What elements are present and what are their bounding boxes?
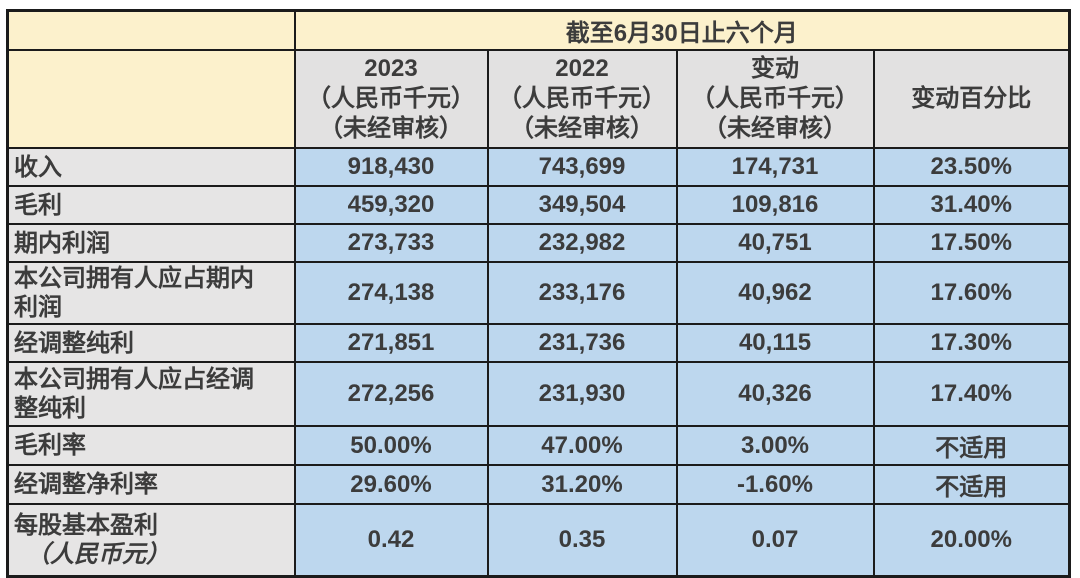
data-cell: 不适用 [872, 425, 1071, 466]
data-cell: 31.40% [872, 185, 1071, 225]
table-row-adjusted-net-margin: 经调整净利率 29.60% 31.20% -1.60% 不适用 [6, 464, 1071, 505]
data-cell: 459,320 [293, 185, 489, 225]
row-label: 毛利率 [6, 425, 296, 466]
column-header-line: 2022 [555, 55, 609, 82]
data-cell: 0.42 [293, 503, 489, 578]
data-cell: 273,733 [293, 223, 489, 263]
row-label: 毛利 [6, 185, 296, 225]
column-header-2023: 2023 （人民币千元） （未经审核） [293, 49, 489, 149]
row-label-note: （人民币元） [26, 541, 170, 568]
column-header-line: （未经审核） [703, 115, 847, 142]
row-label: 收入 [6, 147, 296, 187]
table-row-profit-for-period: 期内利润 273,733 232,982 40,751 17.50% [6, 223, 1071, 263]
data-cell: 17.60% [872, 261, 1071, 325]
row-label: 经调整净利率 [6, 464, 296, 505]
data-cell: 17.50% [872, 223, 1071, 263]
table-row-gross-profit: 毛利 459,320 349,504 109,816 31.40% [6, 185, 1071, 225]
data-cell: 50.00% [293, 425, 489, 466]
row-label: 本公司拥有人应占经调整纯利 [6, 361, 296, 427]
data-cell: 174,731 [675, 147, 875, 187]
data-cell: 233,176 [486, 261, 678, 325]
row-label-main: 每股基本盈利 [14, 512, 158, 539]
data-cell: 271,851 [293, 323, 489, 363]
column-header-line: 变动百分比 [911, 85, 1032, 112]
data-cell: 232,982 [486, 223, 678, 263]
row-label: 本公司拥有人应占期内利润 [6, 261, 296, 325]
table-row-gross-margin: 毛利率 50.00% 47.00% 3.00% 不适用 [6, 425, 1071, 466]
column-header-change: 变动 （人民币千元） （未经审核） [675, 49, 875, 149]
financial-results-table: 截至6月30日止六个月 2023 （人民币千元） （未经审核） 2022 （人民… [6, 9, 1071, 578]
data-cell: 40,962 [675, 261, 875, 325]
table-row-adjusted-net-profit-attributable-owners: 本公司拥有人应占经调整纯利 272,256 231,930 40,326 17.… [6, 361, 1071, 427]
table-row-revenue: 收入 918,430 743,699 174,731 23.50% [6, 147, 1071, 187]
row-label: 每股基本盈利 （人民币元） [6, 503, 296, 578]
period-header-row: 截至6月30日止六个月 [6, 9, 1071, 51]
data-cell: -1.60% [675, 464, 875, 505]
data-cell: 40,751 [675, 223, 875, 263]
column-header-line: （未经审核） [319, 115, 463, 142]
data-cell: 17.30% [872, 323, 1071, 363]
data-cell: 31.20% [486, 464, 678, 505]
data-cell: 231,930 [486, 361, 678, 427]
corner-empty-cell-2 [6, 49, 296, 149]
table-row-basic-eps: 每股基本盈利 （人民币元） 0.42 0.35 0.07 20.00% [6, 503, 1071, 578]
data-cell: 743,699 [486, 147, 678, 187]
row-label: 期内利润 [6, 223, 296, 263]
data-cell: 20.00% [872, 503, 1071, 578]
data-cell: 0.35 [486, 503, 678, 578]
table-row-adjusted-net-profit: 经调整纯利 271,851 231,736 40,115 17.30% [6, 323, 1071, 363]
column-header-line: 变动 [751, 55, 799, 82]
table-row-profit-attributable-owners: 本公司拥有人应占期内利润 274,138 233,176 40,962 17.6… [6, 261, 1071, 325]
data-cell: 3.00% [675, 425, 875, 466]
period-header-cell: 截至6月30日止六个月 [293, 9, 1071, 51]
data-cell: 0.07 [675, 503, 875, 578]
data-cell: 47.00% [486, 425, 678, 466]
column-header-line: （未经审核） [510, 115, 654, 142]
financial-results-table-container: 截至6月30日止六个月 2023 （人民币千元） （未经审核） 2022 （人民… [6, 9, 1071, 578]
data-cell: 918,430 [293, 147, 489, 187]
data-cell: 40,115 [675, 323, 875, 363]
data-cell: 不适用 [872, 464, 1071, 505]
column-header-row: 2023 （人民币千元） （未经审核） 2022 （人民币千元） （未经审核） … [6, 49, 1071, 149]
column-header-line: 2023 [364, 55, 418, 82]
row-label: 经调整纯利 [6, 323, 296, 363]
data-cell: 272,256 [293, 361, 489, 427]
data-cell: 349,504 [486, 185, 678, 225]
column-header-line: （人民币千元） [691, 85, 859, 112]
column-header-line: （人民币千元） [498, 85, 666, 112]
column-header-2022: 2022 （人民币千元） （未经审核） [486, 49, 678, 149]
column-header-line: （人民币千元） [307, 85, 475, 112]
data-cell: 274,138 [293, 261, 489, 325]
column-header-change-pct: 变动百分比 [872, 49, 1071, 149]
data-cell: 231,736 [486, 323, 678, 363]
data-cell: 23.50% [872, 147, 1071, 187]
data-cell: 29.60% [293, 464, 489, 505]
data-cell: 40,326 [675, 361, 875, 427]
corner-empty-cell [6, 9, 296, 51]
data-cell: 109,816 [675, 185, 875, 225]
data-cell: 17.40% [872, 361, 1071, 427]
